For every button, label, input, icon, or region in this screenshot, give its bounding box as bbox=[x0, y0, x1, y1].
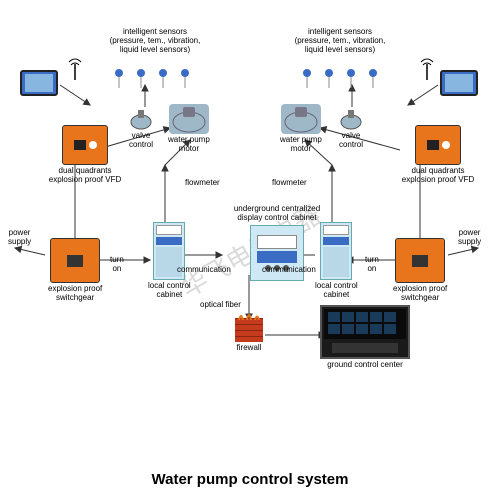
ground-control-center: ground control center bbox=[320, 305, 410, 370]
vfd-left: dual quadrants explosion proof VFD bbox=[45, 125, 125, 185]
antenna-left bbox=[66, 58, 84, 80]
sensors-label-left: intelligent sensors (pressure, tem., vib… bbox=[95, 28, 215, 54]
flowmeter-left-label: flowmeter bbox=[185, 178, 220, 187]
switchgear-left: explosion proof switchgear bbox=[48, 238, 102, 303]
antenna-right bbox=[418, 58, 436, 80]
communication-right: communication bbox=[262, 265, 316, 274]
local-cabinet-left: local control cabinet bbox=[148, 222, 191, 300]
local-cabinet-right: local control cabinet bbox=[315, 222, 358, 300]
motor-left: water pump motor bbox=[168, 104, 210, 154]
sensor-icons-left bbox=[112, 68, 192, 88]
motor-right: water pump motor bbox=[280, 104, 322, 154]
tablet-right bbox=[440, 70, 478, 96]
valve-right: valve control bbox=[338, 108, 364, 150]
power-supply-right: power supply bbox=[458, 228, 481, 246]
turn-on-left: turn on bbox=[110, 255, 124, 273]
valve-left: valve control bbox=[128, 108, 154, 150]
communication-left: communication bbox=[177, 265, 231, 274]
firewall-icon: firewall bbox=[235, 318, 263, 353]
sensors-label-right: intelligent sensors (pressure, tem., vib… bbox=[280, 28, 400, 54]
flowmeter-right-label: flowmeter bbox=[272, 178, 307, 187]
vfd-right: dual quadrants explosion proof VFD bbox=[398, 125, 478, 185]
diagram-title: Water pump control system bbox=[0, 471, 500, 488]
power-supply-left: power supply bbox=[8, 228, 31, 246]
tablet-left bbox=[20, 70, 58, 96]
sensor-icons-right bbox=[300, 68, 380, 88]
turn-on-right: turn on bbox=[365, 255, 379, 273]
switchgear-right: explosion proof switchgear bbox=[393, 238, 447, 303]
